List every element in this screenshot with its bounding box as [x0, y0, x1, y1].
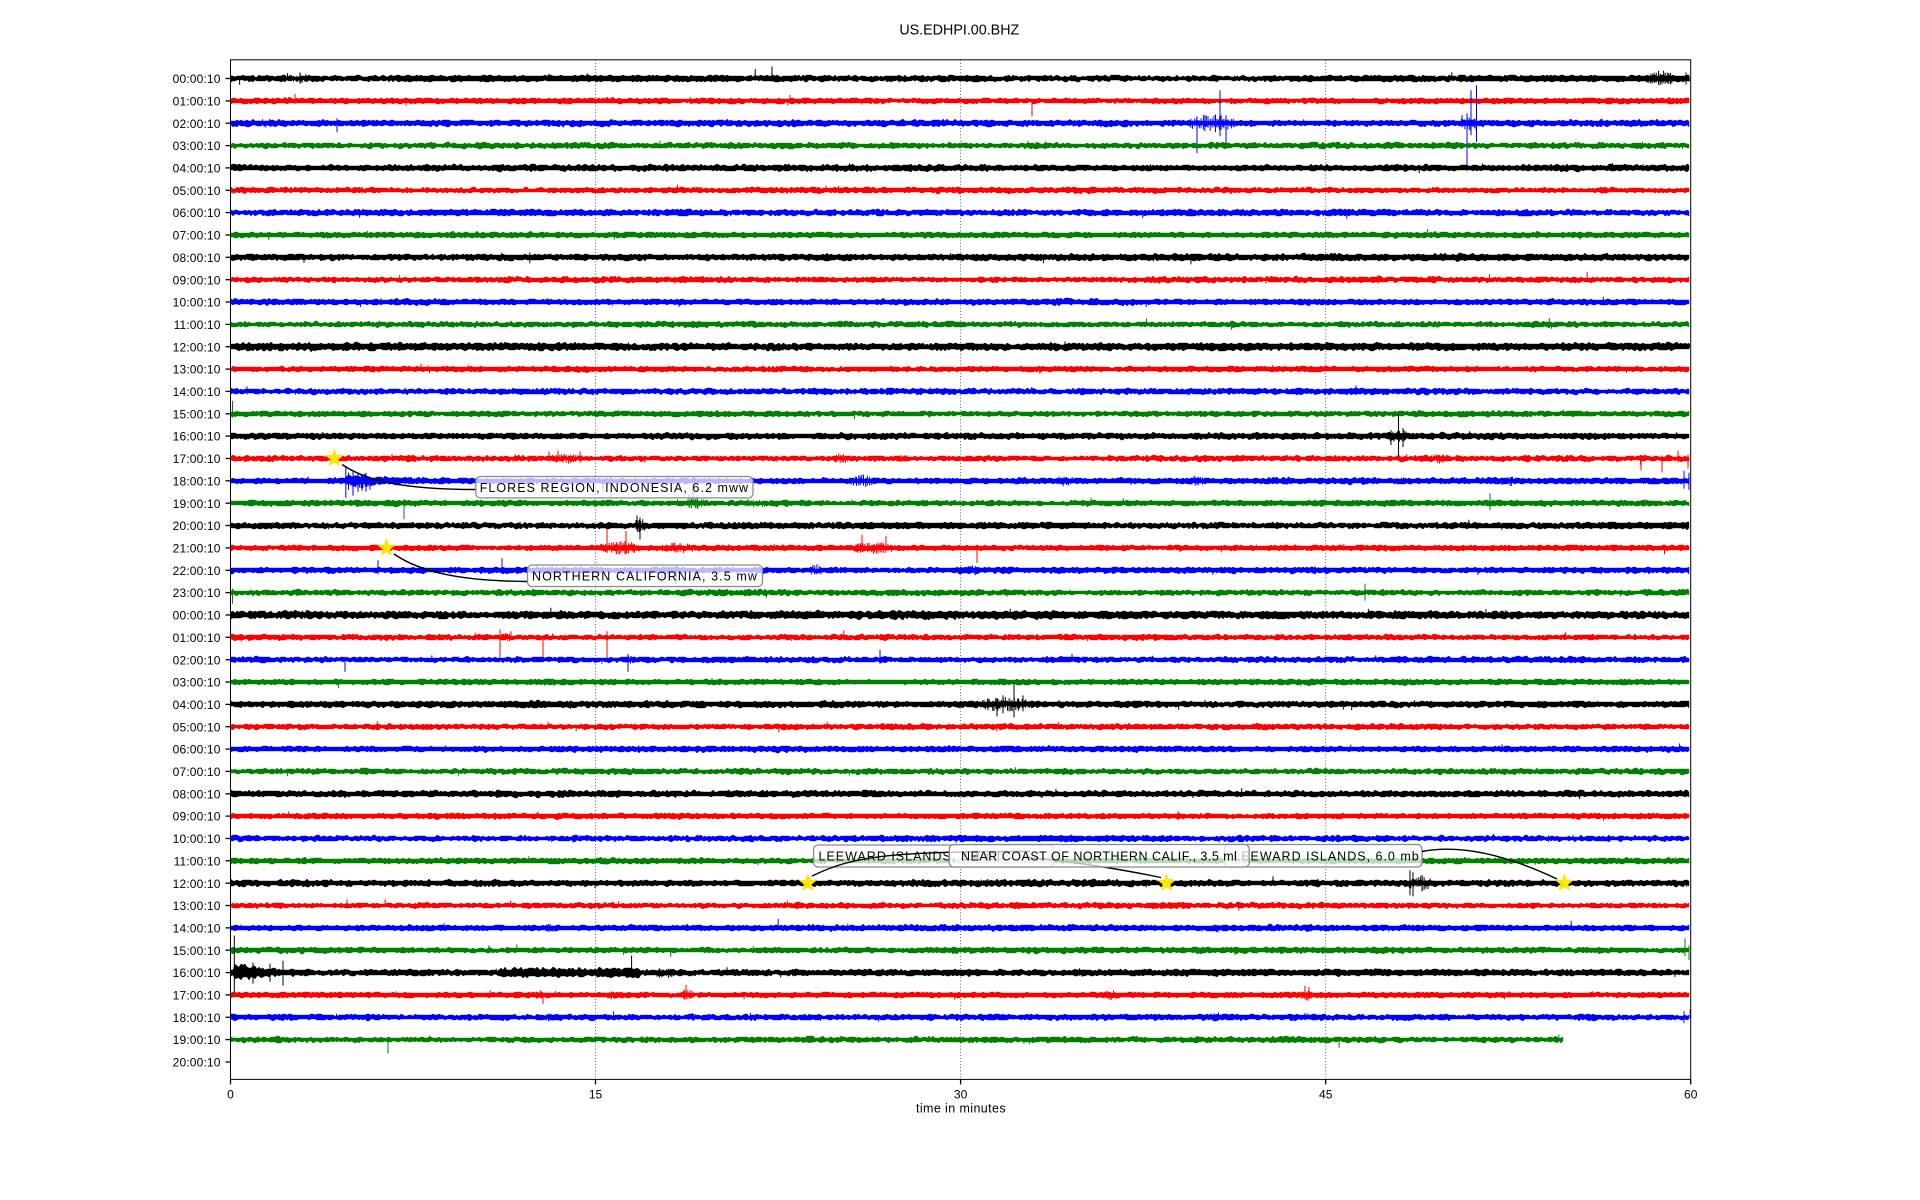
svg-text:US.EDHPI.00.BHZ: US.EDHPI.00.BHZ — [899, 22, 1019, 38]
svg-text:30: 30 — [954, 1087, 968, 1101]
svg-text:03:00:10: 03:00:10 — [173, 676, 221, 690]
svg-text:FLORES REGION, INDONESIA, 6.2: FLORES REGION, INDONESIA, 6.2 mww — [480, 481, 749, 495]
svg-text:05:00:10: 05:00:10 — [173, 184, 221, 198]
svg-text:18:00:10: 18:00:10 — [173, 474, 221, 488]
svg-text:04:00:10: 04:00:10 — [173, 162, 221, 176]
svg-text:11:00:10: 11:00:10 — [174, 318, 221, 332]
svg-text:04:00:10: 04:00:10 — [173, 698, 221, 712]
svg-text:03:00:10: 03:00:10 — [173, 139, 221, 153]
svg-text:14:00:10: 14:00:10 — [173, 922, 221, 936]
svg-text:09:00:10: 09:00:10 — [173, 810, 221, 824]
svg-text:12:00:10: 12:00:10 — [173, 877, 221, 891]
svg-text:13:00:10: 13:00:10 — [173, 363, 221, 377]
svg-text:05:00:10: 05:00:10 — [173, 720, 221, 734]
svg-text:00:00:10: 00:00:10 — [173, 609, 221, 623]
svg-text:19:00:10: 19:00:10 — [173, 1033, 221, 1047]
svg-text:NEAR COAST OF NORTHERN CALIF.,: NEAR COAST OF NORTHERN CALIF., 3.5 ml — [961, 849, 1237, 863]
svg-text:20:00:10: 20:00:10 — [173, 1056, 221, 1070]
svg-text:16:00:10: 16:00:10 — [173, 966, 221, 980]
svg-text:13:00:10: 13:00:10 — [173, 899, 221, 913]
svg-text:09:00:10: 09:00:10 — [173, 273, 221, 287]
svg-text:15:00:10: 15:00:10 — [173, 407, 221, 421]
svg-text:08:00:10: 08:00:10 — [173, 251, 221, 265]
svg-text:LEEWARD ISLANDS, 6.0 mb: LEEWARD ISLANDS, 6.0 mb — [1233, 849, 1419, 863]
svg-text:15: 15 — [589, 1087, 603, 1101]
svg-text:17:00:10: 17:00:10 — [173, 452, 221, 466]
svg-text:10:00:10: 10:00:10 — [173, 832, 221, 846]
svg-text:16:00:10: 16:00:10 — [173, 430, 221, 444]
svg-text:07:00:10: 07:00:10 — [173, 229, 221, 243]
svg-text:time in minutes: time in minutes — [916, 1102, 1006, 1116]
svg-text:06:00:10: 06:00:10 — [173, 206, 221, 220]
svg-text:20:00:10: 20:00:10 — [173, 519, 221, 533]
svg-text:00:00:10: 00:00:10 — [173, 72, 221, 86]
svg-text:18:00:10: 18:00:10 — [173, 1011, 221, 1025]
svg-text:10:00:10: 10:00:10 — [173, 296, 221, 310]
svg-text:02:00:10: 02:00:10 — [173, 117, 221, 131]
svg-text:NORTHERN CALIFORNIA, 3.5 mw: NORTHERN CALIFORNIA, 3.5 mw — [532, 569, 758, 583]
svg-text:12:00:10: 12:00:10 — [173, 340, 221, 354]
svg-text:11:00:10: 11:00:10 — [174, 854, 221, 868]
svg-text:0: 0 — [227, 1087, 234, 1101]
svg-text:45: 45 — [1319, 1087, 1333, 1101]
svg-text:19:00:10: 19:00:10 — [173, 497, 221, 511]
svg-text:17:00:10: 17:00:10 — [173, 989, 221, 1003]
svg-text:08:00:10: 08:00:10 — [173, 787, 221, 801]
svg-text:21:00:10: 21:00:10 — [173, 542, 221, 556]
svg-text:02:00:10: 02:00:10 — [173, 653, 221, 667]
svg-text:15:00:10: 15:00:10 — [173, 944, 221, 958]
svg-text:60: 60 — [1684, 1087, 1698, 1101]
svg-text:01:00:10: 01:00:10 — [173, 95, 221, 109]
svg-text:22:00:10: 22:00:10 — [173, 564, 221, 578]
svg-text:01:00:10: 01:00:10 — [173, 631, 221, 645]
svg-text:14:00:10: 14:00:10 — [173, 385, 221, 399]
svg-text:07:00:10: 07:00:10 — [173, 765, 221, 779]
svg-text:06:00:10: 06:00:10 — [173, 743, 221, 757]
svg-text:23:00:10: 23:00:10 — [173, 586, 221, 600]
